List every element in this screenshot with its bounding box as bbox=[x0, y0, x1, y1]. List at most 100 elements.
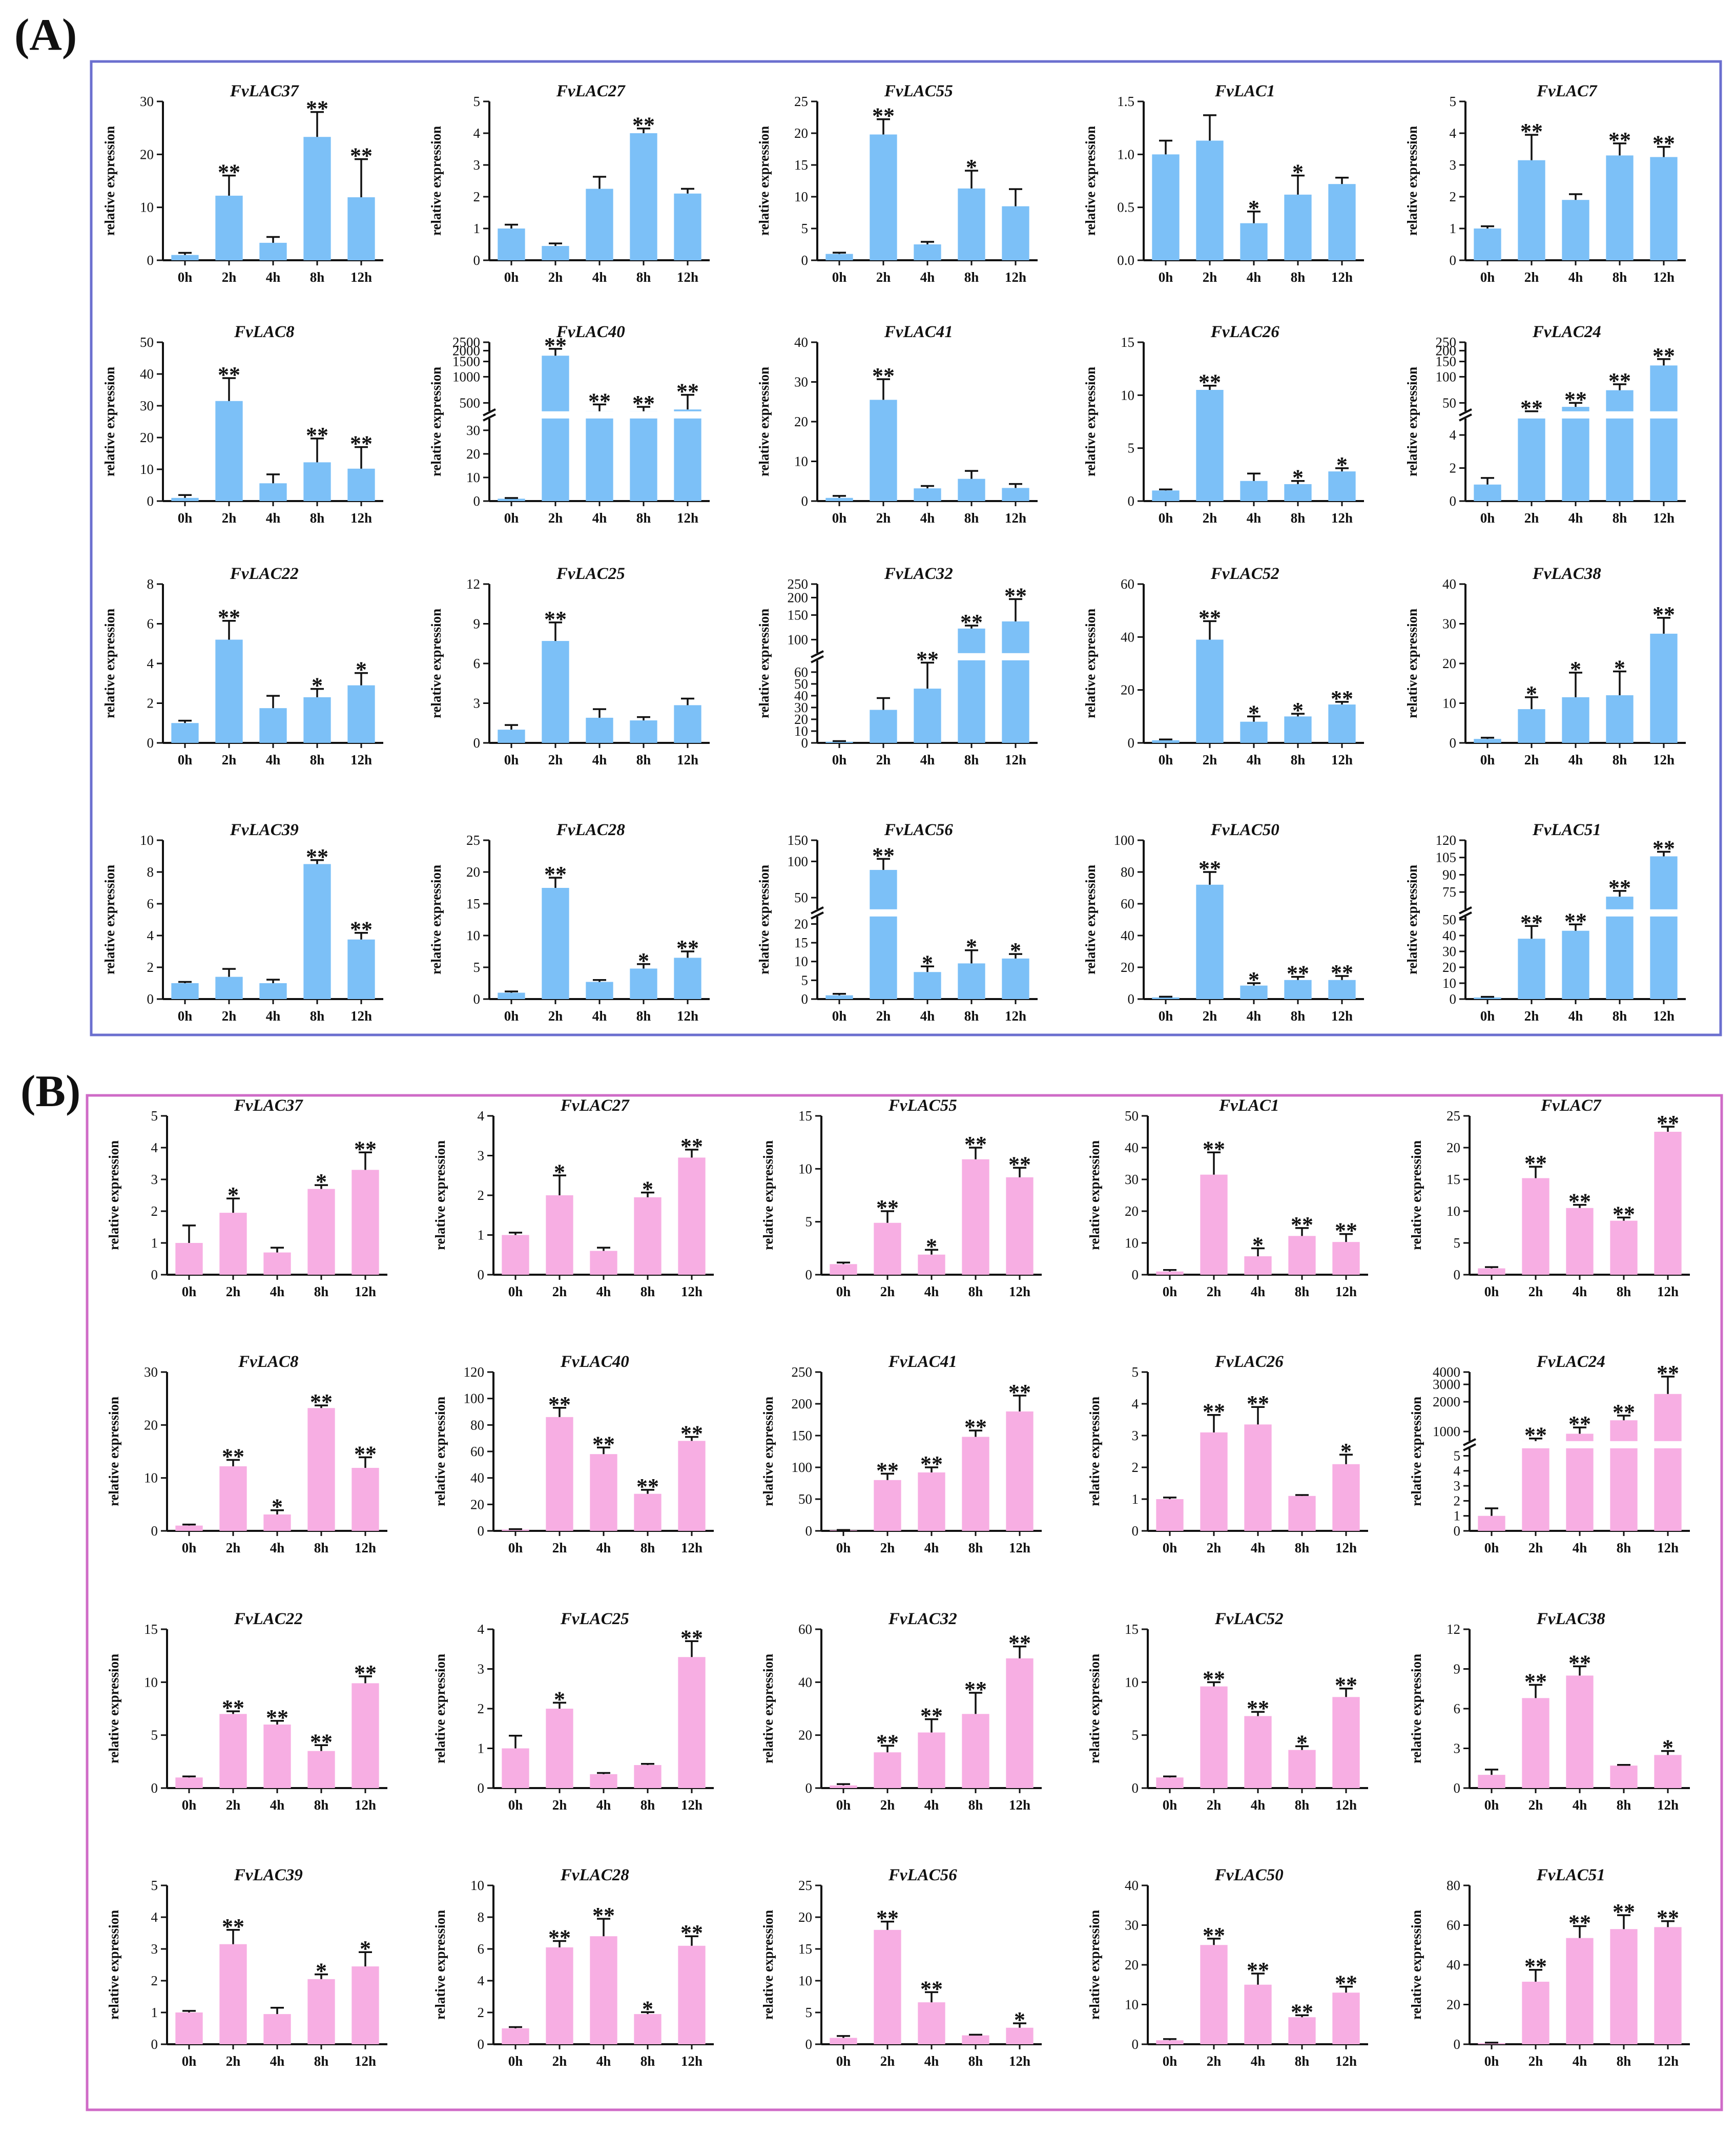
y-tick-label: 20 bbox=[1125, 1957, 1139, 1973]
bar-8h bbox=[962, 1437, 989, 1531]
x-tick-label: 0h bbox=[178, 510, 193, 526]
x-tick-label: 4h bbox=[1573, 1797, 1587, 1813]
bar-12h bbox=[678, 1657, 706, 1788]
y-tick-label: 2 bbox=[147, 960, 154, 975]
x-tick-label: 0h bbox=[832, 752, 847, 767]
x-tick-label: 0h bbox=[1159, 752, 1173, 767]
x-tick-label: 4h bbox=[1251, 2053, 1266, 2069]
y-axis-title: relative expression bbox=[1087, 1910, 1102, 2020]
x-tick-label: 8h bbox=[310, 752, 325, 767]
bar-2h bbox=[219, 1466, 247, 1531]
bar-8h bbox=[1288, 1236, 1316, 1275]
significance-mark: ** bbox=[1608, 368, 1631, 393]
chart-b-fvlac7: 0 5 10 15 20 25 relative expression FvLAC7 0h ** 2… bbox=[1409, 1096, 1690, 1299]
x-tick-label: 2h bbox=[226, 1540, 241, 1555]
significance-mark: ** bbox=[1335, 1218, 1357, 1243]
bar-0h bbox=[171, 723, 199, 743]
bar-8h bbox=[1284, 716, 1312, 743]
bar-8h bbox=[958, 479, 985, 501]
bar-12h bbox=[1002, 958, 1029, 999]
y-tick-label: 0 bbox=[805, 1523, 813, 1539]
y-tick-label: 0 bbox=[151, 1780, 158, 1796]
y-tick-label: 8 bbox=[147, 576, 154, 592]
bar-4h bbox=[914, 244, 941, 260]
x-tick-label: 4h bbox=[592, 752, 607, 767]
y-tick-label: 15 bbox=[794, 157, 808, 173]
significance-mark: ** bbox=[1247, 1958, 1269, 1983]
y-tick-label: 20 bbox=[1121, 682, 1134, 698]
x-tick-label: 12h bbox=[1005, 1008, 1026, 1024]
panel-b-label: (B) bbox=[20, 1067, 81, 1116]
x-tick-label: 12h bbox=[681, 2053, 702, 2069]
x-tick-label: 0h bbox=[832, 1008, 847, 1024]
y-axis-title: relative expression bbox=[756, 367, 772, 476]
significance-mark: ** bbox=[1520, 910, 1543, 935]
x-tick-label: 12h bbox=[1005, 752, 1026, 767]
bar-8h bbox=[1610, 1420, 1638, 1531]
x-tick-label: 2h bbox=[1528, 1284, 1543, 1299]
y-tick-label: 30 bbox=[1125, 1172, 1139, 1187]
x-tick-label: 12h bbox=[355, 1284, 376, 1299]
y-tick-label: 80 bbox=[1121, 864, 1134, 880]
bar-2h bbox=[1518, 709, 1545, 743]
significance-mark: ** bbox=[680, 1625, 703, 1650]
y-tick-label: 3 bbox=[473, 157, 481, 173]
y-tick-label: 60 bbox=[794, 665, 808, 680]
bar-2h bbox=[215, 639, 243, 743]
x-tick-label: 8h bbox=[636, 1008, 651, 1024]
bar-4h bbox=[918, 2002, 945, 2044]
significance-mark: ** bbox=[544, 333, 567, 358]
chart-b-fvlac51: 0 20 40 60 80 relative expression FvLAC51 0h ** 2… bbox=[1409, 1866, 1690, 2069]
bar-12h bbox=[674, 193, 701, 260]
bar-0h bbox=[1478, 1268, 1505, 1275]
x-tick-label: 0h bbox=[178, 269, 193, 285]
axis-break-mark bbox=[483, 413, 496, 422]
x-tick-label: 2h bbox=[1207, 2053, 1222, 2069]
significance-mark: ** bbox=[920, 1451, 943, 1477]
y-tick-label: 20 bbox=[466, 446, 480, 462]
y-tick-label: 3 bbox=[151, 1172, 158, 1187]
significance-mark: * bbox=[1614, 656, 1625, 681]
significance-mark: ** bbox=[1247, 1696, 1269, 1721]
y-tick-label: 2 bbox=[151, 1203, 158, 1219]
y-tick-label: 6 bbox=[147, 896, 154, 911]
significance-mark: ** bbox=[1568, 1910, 1591, 1935]
y-tick-label: 3 bbox=[1454, 1741, 1461, 1756]
bar-0h bbox=[175, 1525, 203, 1531]
bar-12h bbox=[1332, 1464, 1360, 1531]
bar-8h bbox=[630, 968, 657, 999]
y-tick-label: 10 bbox=[140, 200, 154, 215]
y-tick-label: 4 bbox=[478, 1108, 485, 1124]
significance-mark: ** bbox=[310, 1729, 333, 1754]
bar-0h bbox=[825, 995, 853, 999]
bar-8h bbox=[634, 1765, 662, 1788]
bar-12h bbox=[1654, 1132, 1682, 1275]
chart-title: FvLAC28 bbox=[556, 821, 625, 839]
chart-b-fvlac50: 0 10 20 30 40 relative expression FvLAC50 0h ** 2… bbox=[1087, 1866, 1368, 2069]
chart-title: FvLAC24 bbox=[1536, 1353, 1605, 1371]
chart-b-fvlac27: 0 1 2 3 4 relative expression FvLAC27 0h * 2h 4h * 8… bbox=[432, 1096, 714, 1299]
y-tick-label: 3 bbox=[473, 696, 481, 711]
x-tick-label: 8h bbox=[964, 269, 979, 285]
bar-4h bbox=[1244, 1716, 1272, 1788]
x-tick-label: 0h bbox=[1484, 1797, 1499, 1813]
x-tick-label: 0h bbox=[1163, 1797, 1177, 1813]
bar-0h bbox=[175, 1777, 203, 1788]
bar-2h bbox=[1196, 390, 1224, 501]
y-tick-label: 15 bbox=[794, 935, 808, 950]
y-axis-title: relative expression bbox=[756, 865, 772, 974]
y-tick-label: 40 bbox=[798, 1674, 812, 1690]
y-tick-label: 20 bbox=[1442, 960, 1456, 975]
y-tick-label: 100 bbox=[788, 632, 809, 647]
significance-mark: ** bbox=[1203, 1666, 1225, 1691]
bar-12h bbox=[347, 685, 375, 743]
x-tick-label: 0h bbox=[836, 1540, 851, 1555]
y-tick-label: 5 bbox=[1450, 94, 1457, 109]
x-tick-label: 4h bbox=[266, 1008, 281, 1024]
bar-0h bbox=[498, 229, 525, 260]
y-axis-title: relative expression bbox=[1087, 1140, 1102, 1250]
significance-mark: * bbox=[1570, 657, 1581, 682]
bar-break-gap bbox=[1517, 411, 1546, 419]
x-tick-label: 2h bbox=[1207, 1540, 1222, 1555]
